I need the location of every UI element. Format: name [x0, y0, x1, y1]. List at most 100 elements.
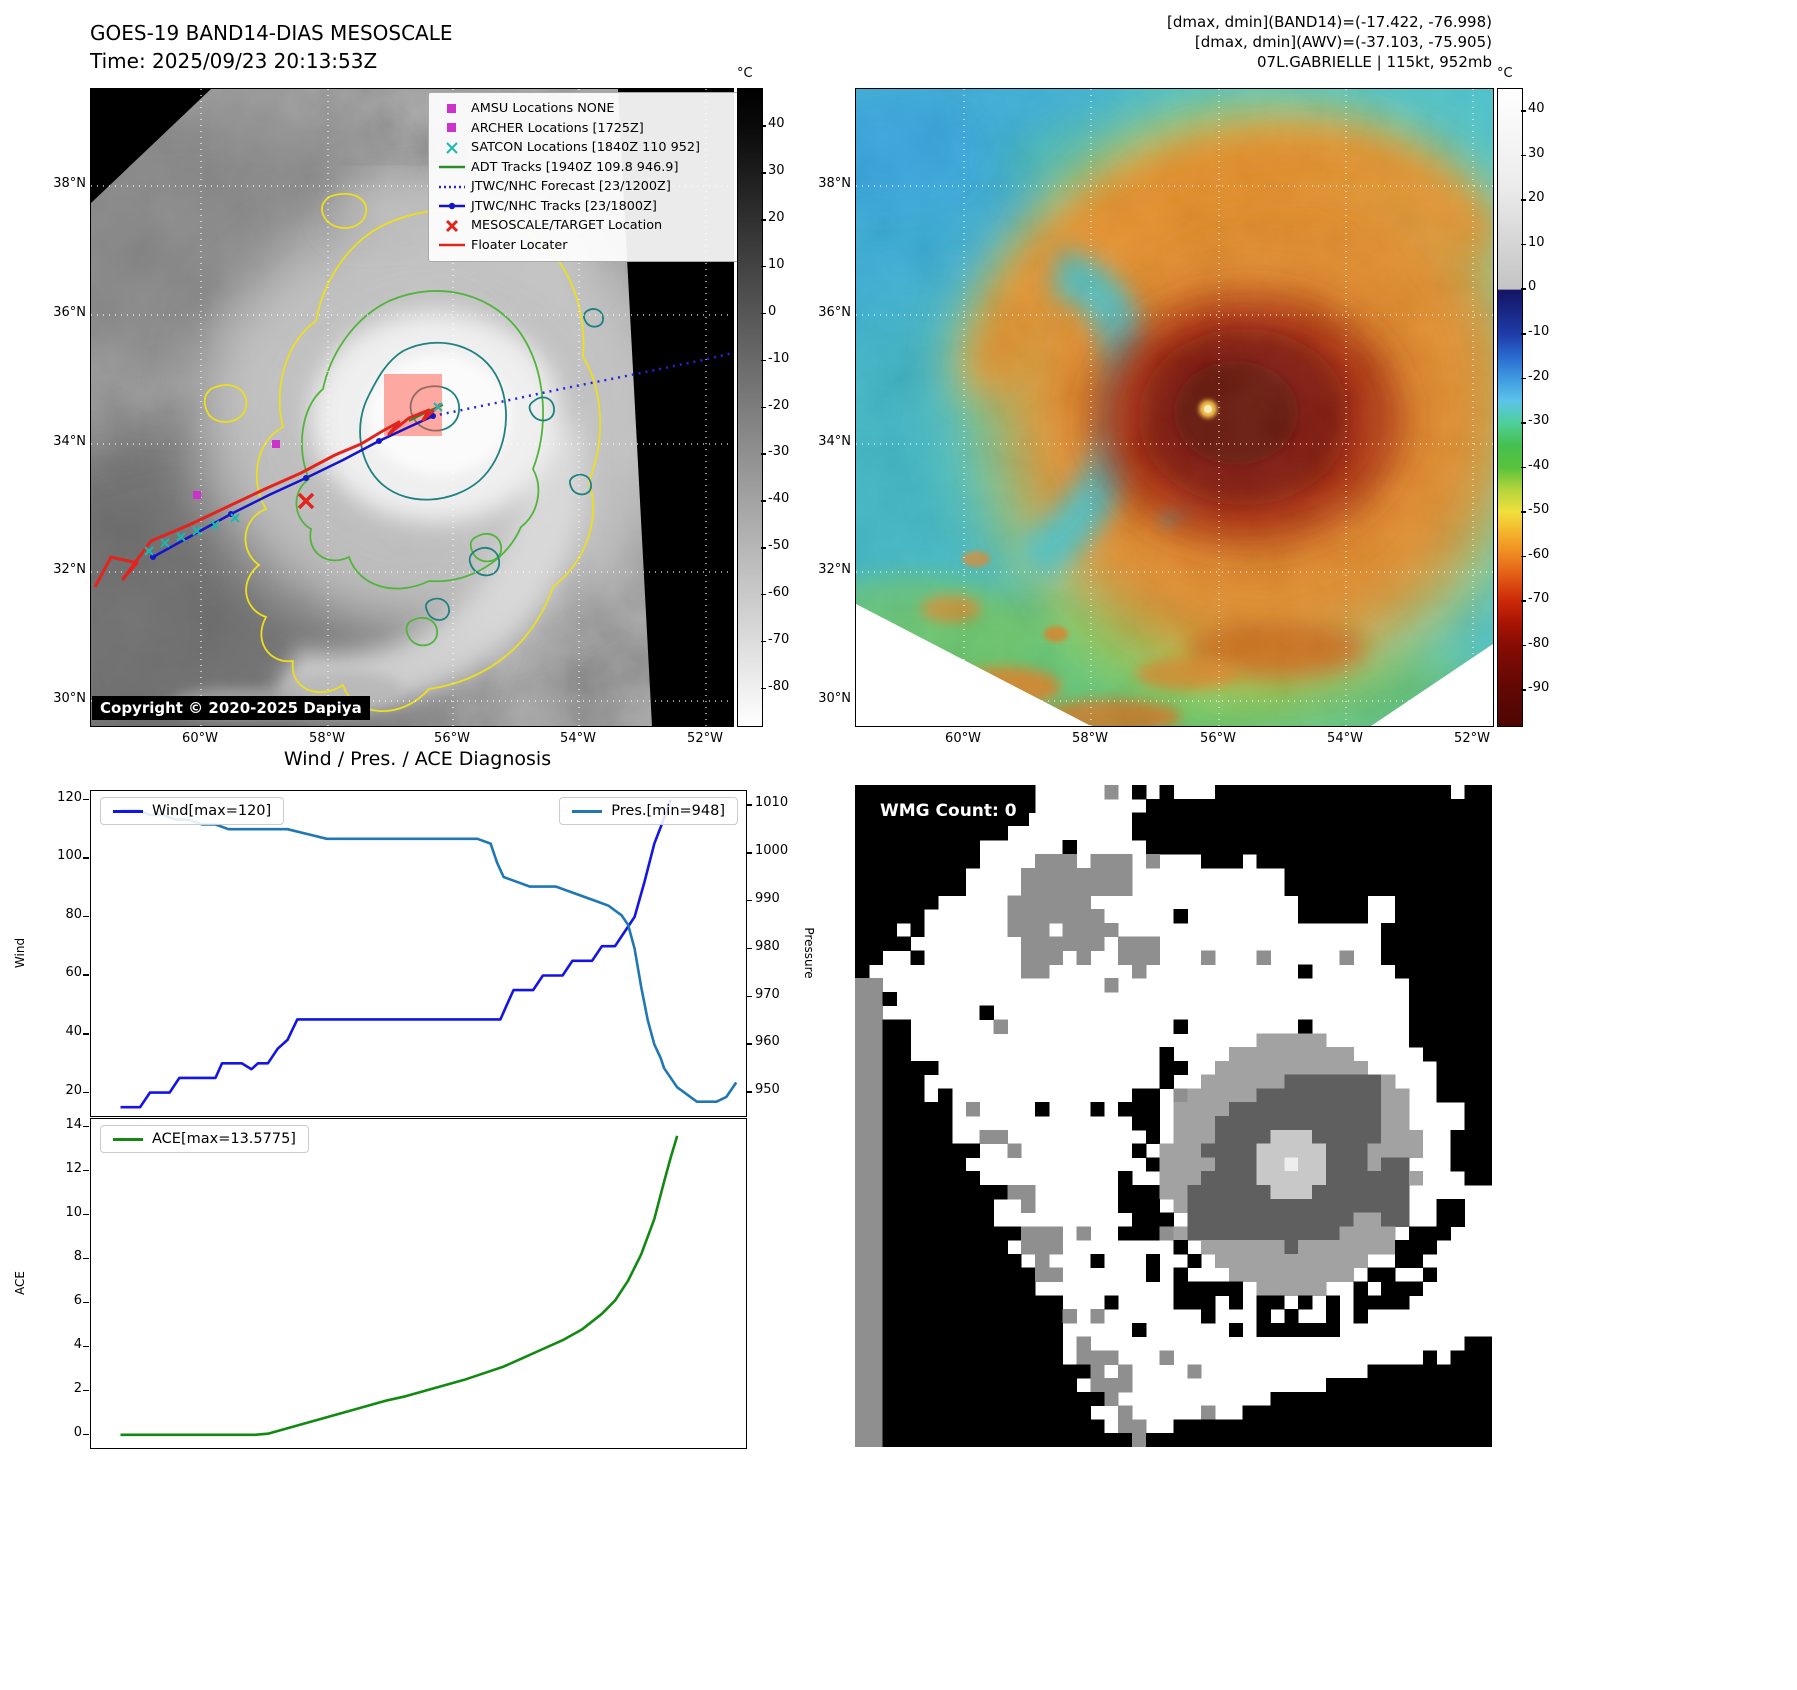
- y-tick-label: 10: [65, 1204, 82, 1220]
- colorbar-tick-mark: [1521, 288, 1526, 290]
- y-tick-mark: [83, 1125, 89, 1128]
- y2-tick-mark: [746, 1043, 752, 1045]
- colorbar-tick-mark: [761, 359, 766, 362]
- lon-tick-label: 60°W: [182, 731, 218, 746]
- archer-marker: [272, 440, 280, 448]
- lat-tick-label: 38°N: [53, 176, 86, 191]
- y-axis-label: Wind: [13, 937, 27, 968]
- chart-legend-label: Wind[max=120]: [152, 803, 272, 819]
- colorbar-tick-mark: [1521, 422, 1526, 424]
- wind-pressure-chart: [90, 790, 747, 1117]
- y-tick-mark: [83, 857, 89, 859]
- y-tick-mark: [83, 798, 89, 801]
- x-marker-icon: [446, 142, 458, 154]
- y-tick-mark: [83, 1301, 89, 1304]
- X-marker-icon: [445, 219, 459, 232]
- lon-tick-label: 58°W: [1072, 731, 1108, 746]
- colorbar-tick-mark: [1521, 110, 1526, 112]
- y2-tick-label: 950: [755, 1082, 780, 1098]
- lat-tick-label: 36°N: [53, 305, 86, 320]
- colorbar-tick-mark: [761, 312, 766, 315]
- colorbar-tick-mark: [761, 500, 766, 502]
- awv-header-band14: [dmax, dmin](BAND14)=(-17.422, -76.998): [1167, 13, 1492, 31]
- y2-tick-mark: [746, 852, 752, 854]
- colorbar-tick-label: -80: [768, 678, 790, 694]
- line-marker-icon: [439, 166, 465, 169]
- awv-colorbar-unit: °C: [1497, 66, 1513, 81]
- y-tick-label: 60: [65, 965, 82, 981]
- colorbar-tick-label: -40: [1528, 457, 1550, 473]
- y-tick-label: 80: [65, 906, 82, 922]
- colorbar-tick-label: -30: [1528, 413, 1550, 429]
- legend-item-label: ARCHER Locations [1725Z]: [471, 120, 644, 136]
- legend-item-label: ADT Tracks [1940Z 109.8 946.9]: [471, 159, 679, 175]
- floater-track-line: [93, 402, 442, 588]
- lon-tick-label: 56°W: [1200, 731, 1236, 746]
- ir-time: Time: 2025/09/23 20:13:53Z: [90, 49, 378, 73]
- y-tick-mark: [83, 1389, 89, 1392]
- colorbar-tick-label: 40: [768, 116, 785, 132]
- legend-line-sample: [113, 1137, 143, 1141]
- y2-tick-mark: [746, 1091, 752, 1093]
- legend-item-label: JTWC/NHC Tracks [23/1800Z]: [471, 198, 657, 214]
- colorbar-tick-mark: [1521, 377, 1526, 380]
- colorbar-tick-mark: [761, 453, 766, 455]
- y-axis-label: ACE: [13, 1270, 27, 1295]
- colorbar-tick-mark: [761, 406, 766, 408]
- y-tick-label: 2: [73, 1380, 82, 1396]
- legend-item: JTWC/NHC Tracks [23/1800Z]: [437, 197, 739, 217]
- colorbar-tick-label: -40: [768, 491, 790, 507]
- lon-tick-label: 56°W: [434, 731, 470, 746]
- lat-tick-label: 38°N: [818, 176, 851, 191]
- y2-tick-mark: [746, 947, 752, 950]
- colorbar-tick-label: 40: [1528, 101, 1545, 117]
- y-tick-mark: [83, 1257, 89, 1260]
- colorbar-tick-label: -20: [1528, 368, 1550, 384]
- series-wind: [120, 799, 672, 1109]
- colorbar-tick-mark: [761, 265, 766, 268]
- lon-tick-label: 58°W: [309, 731, 345, 746]
- chart-legend: ACE[max=13.5775]: [100, 1125, 309, 1153]
- colorbar-tick-mark: [761, 593, 766, 596]
- line-marker-icon: [439, 244, 465, 247]
- y-tick-label: 0: [73, 1424, 82, 1440]
- colorbar-tick-label: -70: [768, 631, 790, 647]
- lon-tick-label: 52°W: [1454, 731, 1490, 746]
- y2-tick-label: 970: [755, 986, 780, 1002]
- colorbar-tick-label: 30: [1528, 145, 1545, 161]
- ir-colorbar: [737, 88, 763, 727]
- colorbar-tick-label: -30: [768, 444, 790, 460]
- chart2-plot: [120, 1135, 679, 1437]
- colorbar-tick-mark: [1521, 600, 1526, 602]
- colorbar-tick-label: -50: [1528, 502, 1550, 518]
- chart1-plot: [120, 799, 738, 1109]
- colorbar-tick-label: -80: [1528, 635, 1550, 651]
- legend-item-label: JTWC/NHC Forecast [23/1200Z]: [471, 179, 671, 195]
- lon-tick-label: 54°W: [560, 731, 596, 746]
- y-tick-mark: [83, 1213, 89, 1216]
- y-tick-label: 100: [57, 848, 82, 864]
- lon-tick-label: 52°W: [687, 731, 723, 746]
- legend-item: AMSU Locations NONE: [437, 99, 739, 119]
- lat-tick-label: 32°N: [53, 562, 86, 577]
- legend-item: MESOSCALE/TARGET Location: [437, 216, 739, 236]
- y2-tick-label: 960: [755, 1034, 780, 1050]
- awv-colorbar: [1497, 88, 1523, 727]
- y-tick-mark: [83, 1091, 89, 1094]
- y-tick-mark: [83, 974, 89, 976]
- series-pres.: [120, 808, 738, 1104]
- legend-item-label: SATCON Locations [1840Z 110 952]: [471, 140, 701, 156]
- chart-legend-label: ACE[max=13.5775]: [152, 1131, 296, 1147]
- y-tick-mark: [83, 1169, 89, 1172]
- y2-tick-mark: [746, 995, 752, 997]
- lat-tick-label: 32°N: [818, 562, 851, 577]
- colorbar-tick-label: -60: [1528, 546, 1550, 562]
- y-tick-mark: [83, 915, 89, 918]
- y-tick-label: 6: [73, 1292, 82, 1308]
- legend-item: SATCON Locations [1840Z 110 952]: [437, 138, 739, 158]
- colorbar-tick-label: 0: [1528, 279, 1537, 295]
- lat-tick-label: 34°N: [818, 434, 851, 449]
- colorbar-tick-label: 20: [768, 210, 785, 226]
- wmg-count-label: WMG Count: 0: [868, 796, 1029, 826]
